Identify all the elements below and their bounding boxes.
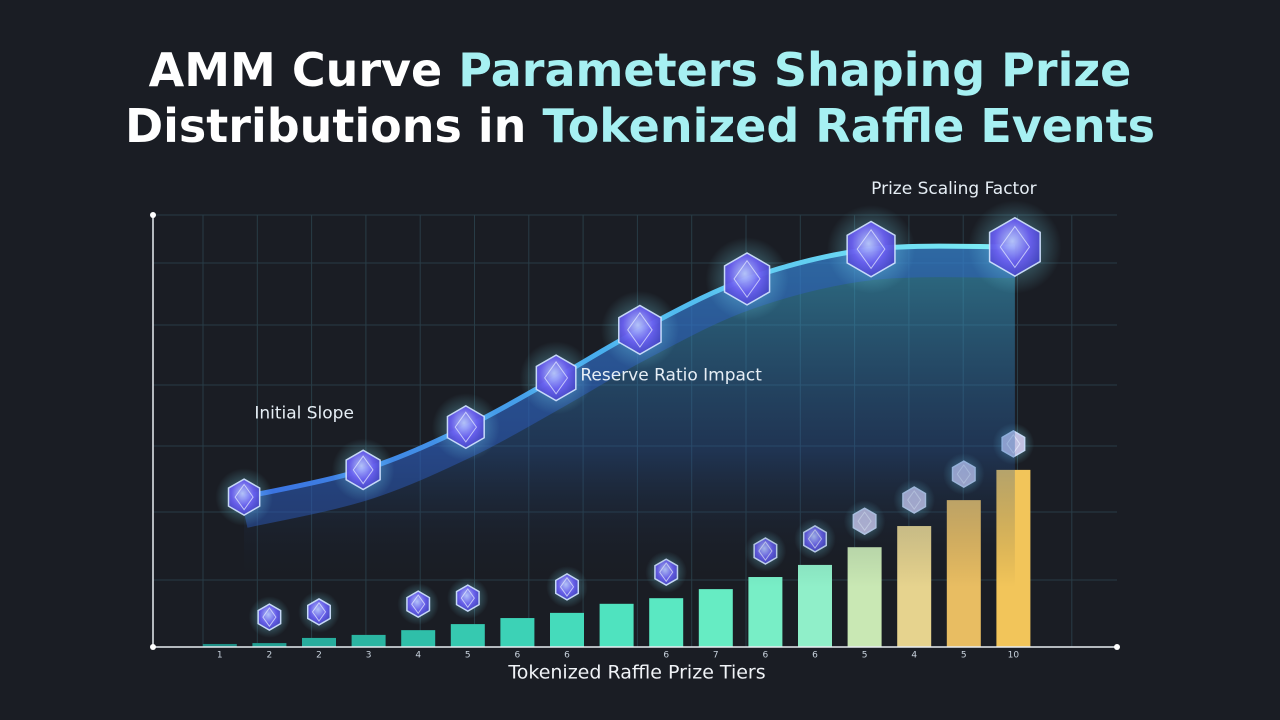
gem-facet: [460, 588, 475, 609]
x-tick-label: 2: [267, 651, 273, 661]
gem-facet: [234, 483, 254, 511]
gem-facet: [733, 259, 761, 298]
axis-end: [150, 212, 156, 218]
x-tick-label: 6: [812, 651, 818, 661]
gem-facet: [262, 607, 277, 628]
x-tick-label: 5: [862, 651, 868, 661]
annotation: Initial Slope: [254, 404, 354, 424]
gem-facet: [352, 455, 374, 485]
gem-facet: [856, 228, 886, 270]
x-axis-label: Tokenized Raffle Prize Tiers: [507, 662, 765, 684]
gem: [618, 304, 662, 356]
gem: [455, 584, 480, 612]
gem-facet: [454, 411, 478, 443]
title-part: AMM Curve: [149, 43, 459, 97]
gem: [345, 449, 381, 491]
bar: [202, 643, 237, 647]
chart-title: AMM Curve Parameters Shaping Prize: [149, 43, 1132, 97]
x-tick-label: 10: [1008, 651, 1020, 661]
annotation: Prize Scaling Factor: [871, 179, 1036, 199]
x-tick-label: 6: [763, 651, 769, 661]
bar: [401, 630, 436, 647]
plot: 1 2 2 3 4 5 6 6 6 7 6 6 5 4 5 10 Initial Slope Reserve Ra…: [202, 179, 1062, 661]
bar: [252, 643, 287, 647]
bar: [450, 624, 485, 647]
chart-title: Distributions in Tokenized Raffle Events: [125, 99, 1155, 153]
title-part: Distributions in: [125, 99, 542, 153]
annotation: Reserve Ratio Impact: [580, 366, 762, 386]
x-tick-label: 7: [713, 651, 719, 661]
gem-facet: [999, 225, 1031, 269]
x-tick-label: 4: [911, 651, 917, 661]
gem-facet: [411, 594, 426, 615]
x-tick-label: 6: [515, 651, 521, 661]
bar: [599, 603, 634, 647]
x-tick-label: 3: [366, 651, 372, 661]
title-part: Tokenized Raffle Events: [542, 99, 1155, 153]
area: [244, 246, 1015, 587]
bar: [748, 577, 783, 647]
bar: [550, 612, 584, 647]
gem: [846, 220, 896, 278]
bar: [351, 634, 386, 647]
axis-end: [150, 644, 156, 650]
bar: [302, 637, 336, 647]
axis-end: [1114, 644, 1120, 650]
bar: [500, 618, 535, 647]
title-part: Parameters Shaping Prize: [458, 43, 1131, 97]
gem: [535, 354, 577, 402]
gem: [306, 598, 332, 626]
gem-facet: [544, 361, 569, 395]
gem: [406, 590, 431, 619]
bar: [698, 589, 733, 647]
x-tick-label: 4: [415, 651, 421, 661]
gem-facet: [627, 311, 653, 348]
x-tick-label: 5: [961, 651, 967, 661]
gem: [988, 216, 1041, 278]
gem: [227, 478, 261, 516]
bar: [649, 598, 684, 647]
x-tick-label: 5: [465, 651, 471, 661]
x-tick-label: 6: [564, 651, 570, 661]
x-tick-label: 1: [217, 651, 223, 661]
gem: [446, 405, 485, 450]
x-tick-label: 6: [663, 651, 669, 661]
gem: [257, 603, 282, 631]
x-tick-label: 2: [316, 651, 322, 661]
gem: [723, 252, 771, 306]
gem-facet: [311, 601, 327, 622]
